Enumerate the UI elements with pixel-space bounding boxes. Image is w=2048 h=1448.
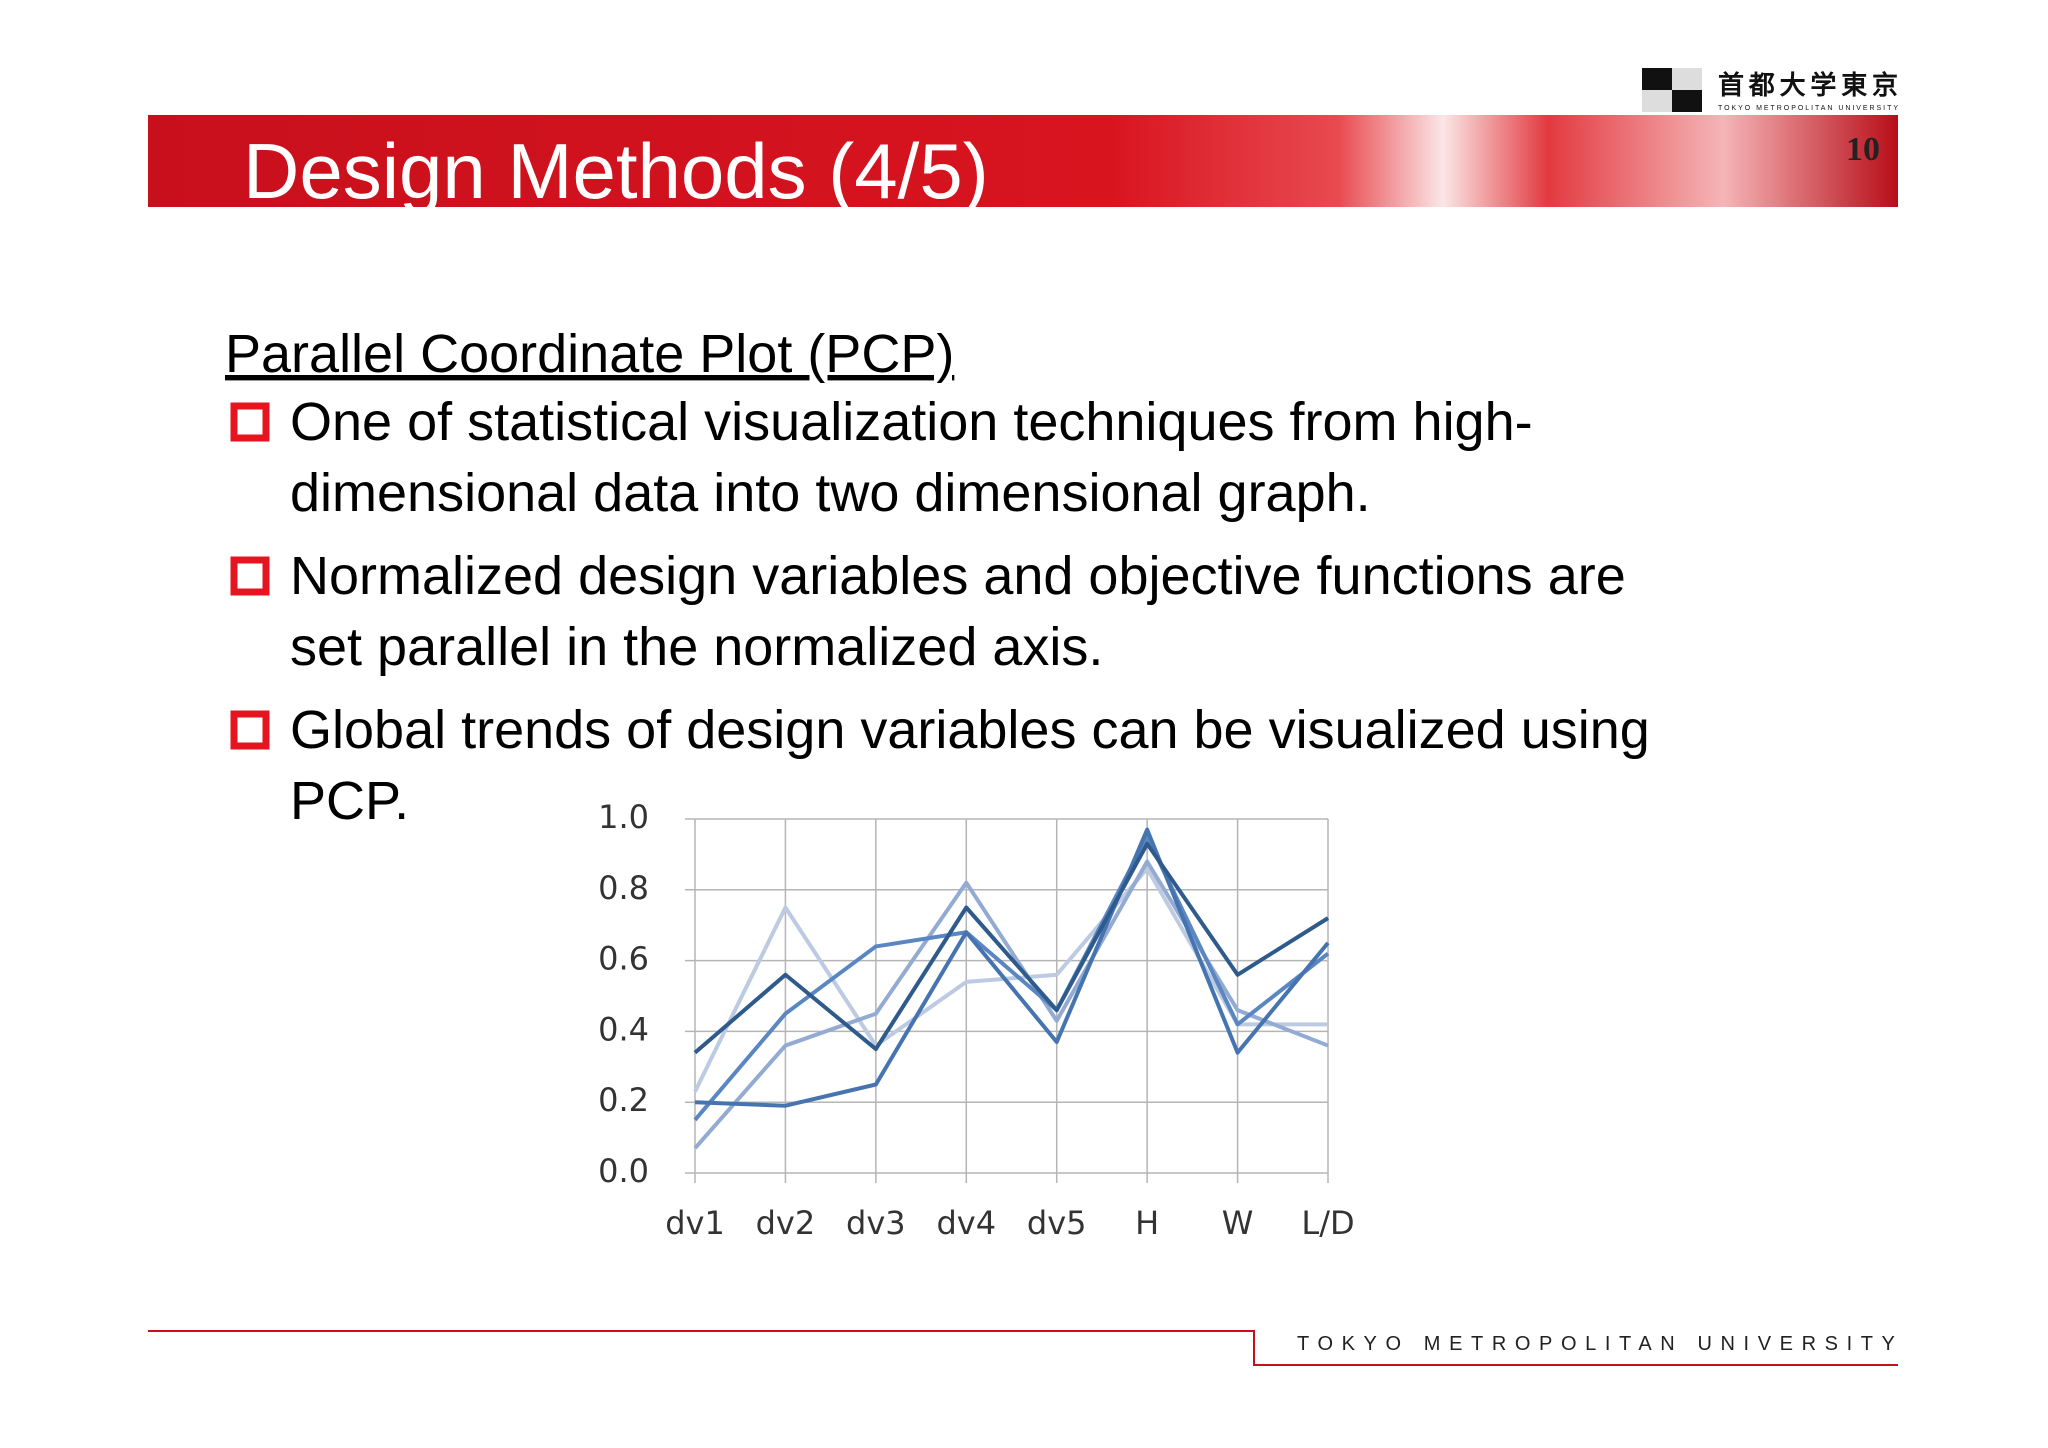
slide-title: Design Methods (4/5) bbox=[243, 127, 989, 215]
bullet-text: dimensional data into two dimensional gr… bbox=[290, 463, 1371, 523]
bullet-text: set parallel in the normalized axis. bbox=[290, 617, 1103, 677]
bullet-marker bbox=[230, 402, 270, 442]
x-tick-label: L/D bbox=[1301, 1204, 1354, 1242]
page-number: 10 bbox=[1846, 131, 1880, 168]
series-line bbox=[693, 859, 1329, 1150]
y-tick-label: 0.4 bbox=[598, 1010, 649, 1048]
logo-block bbox=[1642, 68, 1672, 90]
heading: Parallel Coordinate Plot (PCP) bbox=[225, 324, 954, 384]
x-tick-label: dv3 bbox=[846, 1204, 906, 1242]
footer-text: TOKYO METROPOLITAN UNIVERSITY bbox=[1297, 1333, 1904, 1355]
bullet-text: One of statistical visualization techniq… bbox=[290, 392, 1533, 452]
y-tick-label: 0.6 bbox=[598, 940, 649, 978]
logo: 首都大学東京 TOKYO METROPOLITAN UNIVERSITY bbox=[1642, 68, 1898, 112]
series-line bbox=[694, 827, 1330, 1108]
bullet-text: PCP. bbox=[290, 771, 409, 831]
x-tick-label: W bbox=[1222, 1204, 1254, 1242]
series-line bbox=[693, 866, 1328, 1093]
series-line bbox=[693, 841, 1330, 1055]
x-tick-label: dv1 bbox=[665, 1204, 725, 1242]
logo-block bbox=[1672, 68, 1702, 90]
x-tick-label: dv2 bbox=[756, 1204, 816, 1242]
bullet-marker bbox=[230, 556, 270, 596]
x-tick-label: dv5 bbox=[1027, 1204, 1087, 1242]
y-tick-label: 0.0 bbox=[598, 1152, 649, 1190]
logo-subname: TOKYO METROPOLITAN UNIVERSITY bbox=[1718, 105, 1898, 112]
y-tick-label: 0.8 bbox=[598, 869, 649, 907]
bullet-list: One of statistical visualization techniq… bbox=[230, 392, 1650, 831]
footer-rule bbox=[148, 1330, 1898, 1366]
y-tick-label: 1.0 bbox=[598, 798, 649, 836]
series-line bbox=[693, 834, 1330, 1122]
header-band bbox=[148, 115, 1898, 207]
logo-block bbox=[1672, 90, 1702, 112]
x-tick-label: H bbox=[1135, 1204, 1159, 1242]
y-tick-label: 0.2 bbox=[598, 1081, 649, 1119]
bullet-marker bbox=[230, 710, 270, 750]
logo-block bbox=[1642, 90, 1672, 112]
chart: 0.0 0.2 0.4 0.6 0.8 1.0 dv1 dv2 dv3 dv4 dv5 H W L/D bbox=[598, 798, 1355, 1242]
bullet-text: Normalized design variables and objectiv… bbox=[290, 546, 1626, 606]
bullet-text: Global trends of design variables can be… bbox=[290, 700, 1650, 760]
x-tick-label: dv4 bbox=[936, 1204, 996, 1242]
